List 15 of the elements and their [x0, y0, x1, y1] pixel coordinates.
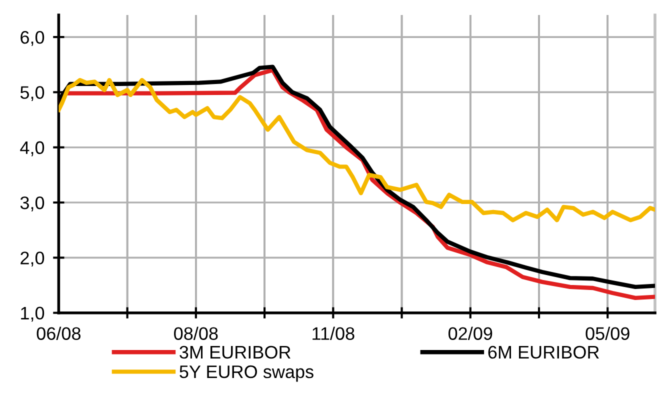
y-tick-label: 3,0 [20, 196, 44, 212]
legend-label: 5Y EURO swaps [180, 365, 314, 382]
line-series [58, 78, 655, 222]
x-tick-label: 02/09 [448, 326, 492, 340]
x-tick-label: 08/08 [174, 326, 218, 340]
y-tick-label: 6,0 [20, 30, 44, 46]
y-tick-label: 4,0 [20, 141, 44, 156]
legend-label: 3M EURIBOR [180, 346, 290, 359]
x-tick-label: 06/08 [36, 326, 81, 340]
y-tick-label: 2,0 [20, 252, 44, 267]
x-tick-label: 11/08 [312, 326, 354, 340]
legend-label: 6M EURIBOR [488, 346, 599, 359]
y-tick-label: 1,0 [21, 306, 44, 322]
y-tick-label: 5,0 [20, 86, 44, 102]
x-tick-label: 05/09 [586, 326, 630, 340]
